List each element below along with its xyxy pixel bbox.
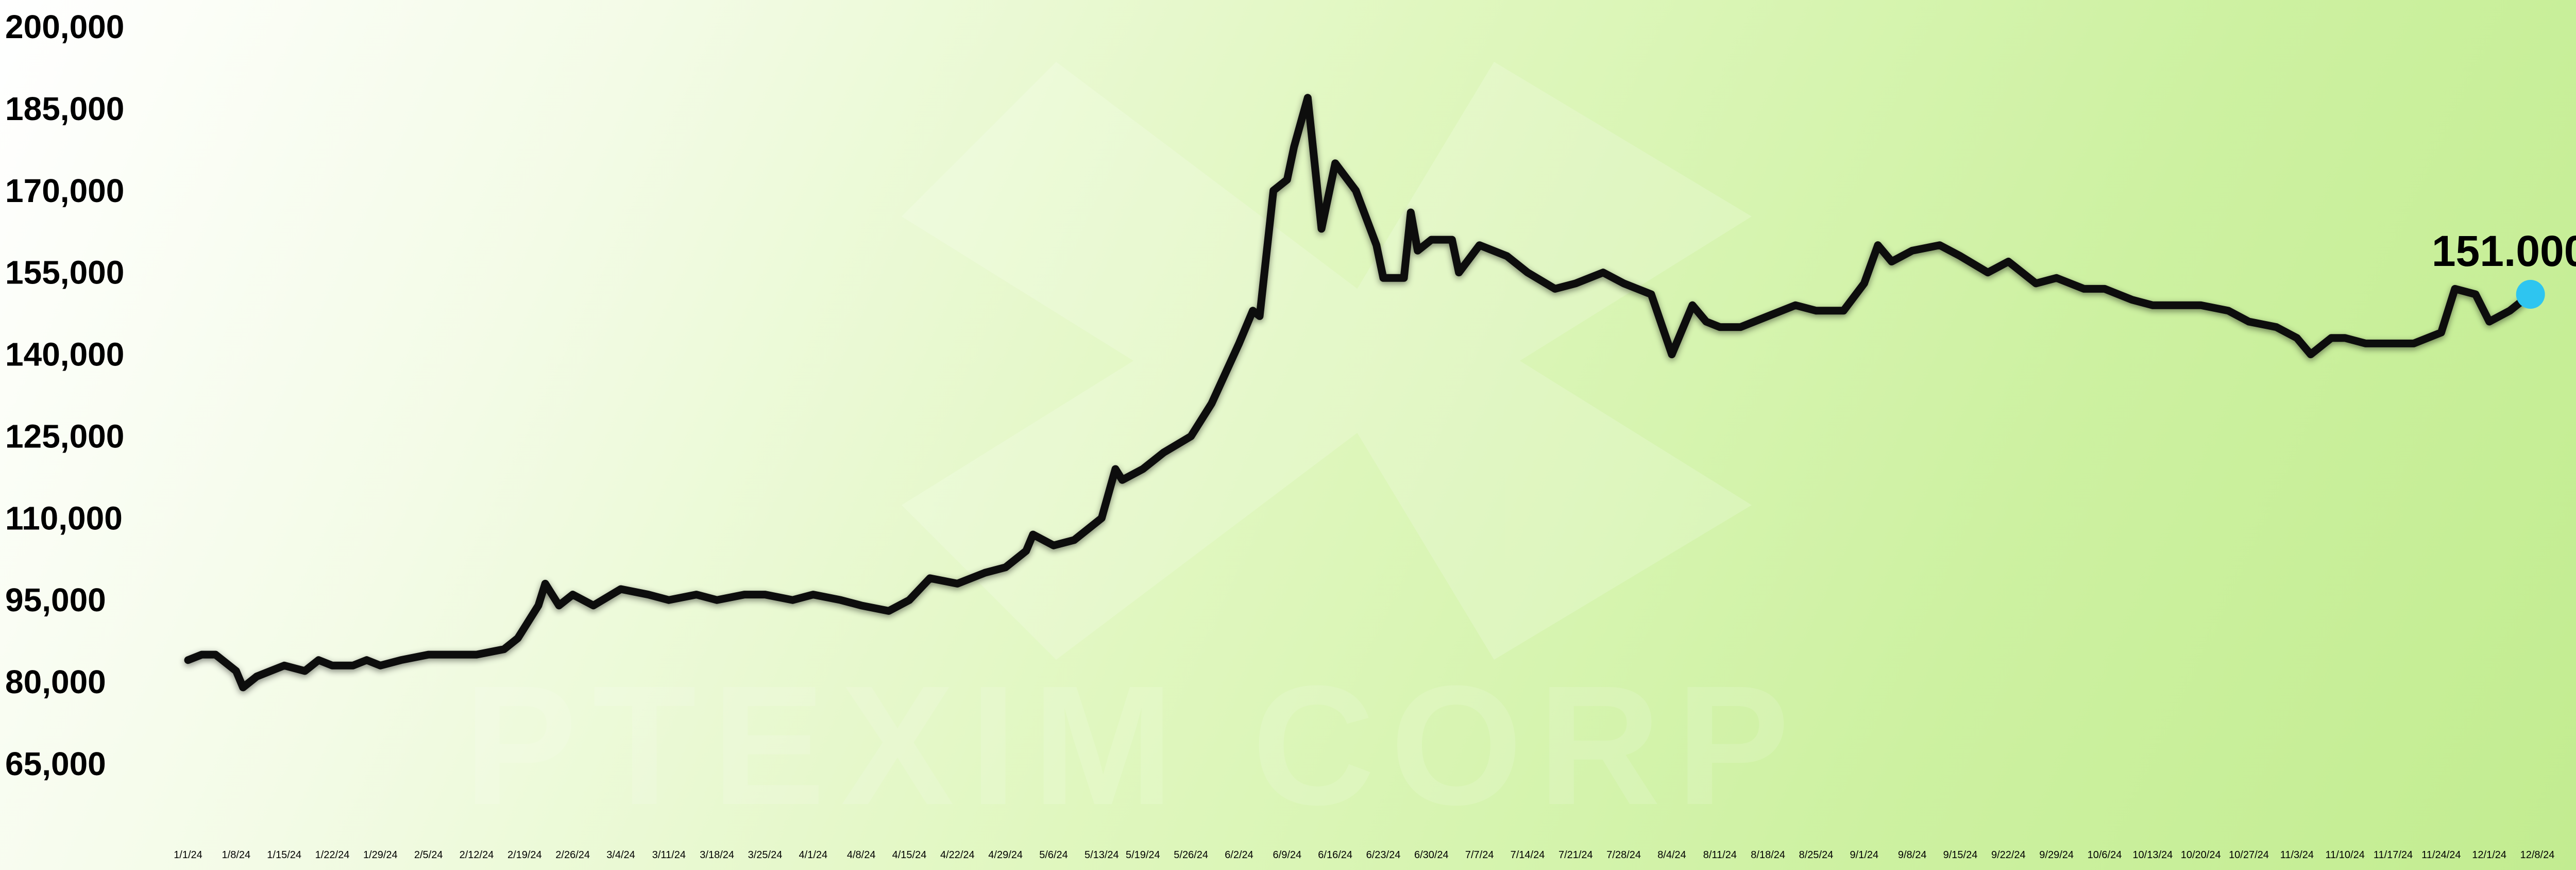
- x-tick-label: 9/8/24: [1898, 849, 1927, 861]
- x-axis: 1/1/24 1/8/24 1/15/24 1/22/24 1/29/24 2/5/24 2…: [174, 849, 2554, 861]
- y-tick-label: 185,000: [5, 90, 124, 127]
- x-tick-label: 1/29/24: [363, 849, 398, 861]
- x-tick-label: 1/1/24: [174, 849, 202, 861]
- x-tick-label: 11/17/24: [2374, 849, 2413, 861]
- x-tick-label: 1/15/24: [267, 849, 301, 861]
- x-tick-label: 12/1/24: [2472, 849, 2506, 861]
- x-tick-label: 2/5/24: [414, 849, 443, 861]
- x-tick-label: 7/21/24: [1558, 849, 1593, 861]
- y-tick-label: 170,000: [5, 172, 124, 209]
- x-tick-label: 9/29/24: [2039, 849, 2074, 861]
- last-value-label: 151.000: [2432, 227, 2576, 275]
- x-tick-label: 5/6/24: [1039, 849, 1068, 861]
- x-tick-label: 10/20/24: [2181, 849, 2221, 861]
- x-tick-label: 9/22/24: [1991, 849, 2026, 861]
- y-tick-label: 125,000: [5, 417, 124, 455]
- x-tick-label: 9/1/24: [1850, 849, 1879, 861]
- x-tick-label: 8/11/24: [1703, 849, 1737, 861]
- x-tick-label: 6/23/24: [1366, 849, 1401, 861]
- y-tick-label: 140,000: [5, 336, 124, 373]
- x-tick-label: 6/16/24: [1318, 849, 1352, 861]
- x-tick-label: 2/12/24: [460, 849, 494, 861]
- x-tick-label: 5/26/24: [1174, 849, 1208, 861]
- y-tick-label: 95,000: [5, 581, 106, 618]
- x-tick-label: 10/13/24: [2132, 849, 2173, 861]
- y-tick-label: 200,000: [5, 8, 124, 45]
- x-tick-label: 1/8/24: [222, 849, 251, 861]
- last-value-marker: [2516, 280, 2545, 309]
- x-tick-label: 8/25/24: [1799, 849, 1834, 861]
- watermark-text: PTEXIM CORP: [464, 650, 1805, 840]
- x-tick-label: 7/14/24: [1511, 849, 1545, 861]
- x-tick-label: 3/25/24: [748, 849, 783, 861]
- x-tick-label: 5/13/24: [1084, 849, 1119, 861]
- watermark-logo: [902, 62, 1752, 660]
- x-tick-label: 4/29/24: [988, 849, 1023, 861]
- x-tick-label: 11/3/24: [2280, 849, 2314, 861]
- x-tick-label: 3/18/24: [700, 849, 734, 861]
- x-tick-label: 7/7/24: [1465, 849, 1494, 861]
- y-tick-label: 80,000: [5, 663, 106, 700]
- x-tick-label: 4/1/24: [799, 849, 828, 861]
- x-tick-label: 4/8/24: [847, 849, 876, 861]
- x-tick-label: 12/8/24: [2520, 849, 2555, 861]
- y-axis: 200,000 185,000 170,000 155,000 140,000 125,0…: [5, 8, 124, 782]
- x-tick-label: 2/19/24: [507, 849, 542, 861]
- x-tick-label: 10/6/24: [2088, 849, 2122, 861]
- x-tick-label: 8/4/24: [1657, 849, 1686, 861]
- y-tick-label: 110,000: [5, 499, 123, 537]
- x-tick-label: 3/4/24: [606, 849, 635, 861]
- x-tick-label: 8/18/24: [1751, 849, 1785, 861]
- x-tick-label: 10/27/24: [2229, 849, 2269, 861]
- y-tick-label: 155,000: [5, 254, 124, 291]
- x-tick-label: 6/30/24: [1414, 849, 1449, 861]
- x-tick-label: 11/24/24: [2421, 849, 2461, 861]
- x-tick-label: 2/26/24: [555, 849, 590, 861]
- x-tick-label: 9/15/24: [1943, 849, 1978, 861]
- x-tick-label: 3/11/24: [652, 849, 686, 861]
- price-series-line: [184, 94, 2535, 692]
- x-tick-label: 6/9/24: [1273, 849, 1302, 861]
- x-tick-label: 4/22/24: [940, 849, 975, 861]
- x-tick-label: 4/15/24: [892, 849, 927, 861]
- x-tick-label: 5/19/24: [1126, 849, 1160, 861]
- x-tick-label: 1/22/24: [315, 849, 350, 861]
- x-tick-label: 7/28/24: [1606, 849, 1641, 861]
- x-tick-label: 11/10/24: [2325, 849, 2364, 861]
- x-tick-label: 6/2/24: [1225, 849, 1253, 861]
- y-tick-label: 65,000: [5, 745, 106, 782]
